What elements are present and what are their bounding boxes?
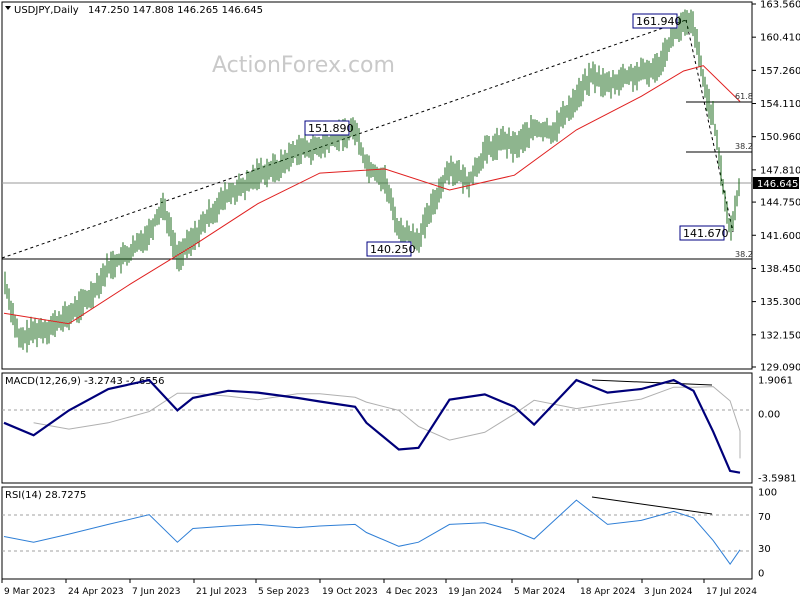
price-tick-label: 129.090	[760, 363, 800, 374]
macd-axis: 1.9061 0.00 -3.5981	[758, 376, 797, 485]
price-tick-label: 160.410	[760, 33, 800, 44]
macd-line	[3, 378, 741, 474]
rsi-tick-label: 0	[758, 569, 764, 580]
price-panel	[1, 1, 753, 370]
rsi-panel	[1, 486, 753, 580]
price-tick-label: 150.960	[760, 132, 800, 143]
price-tick-label: 157.260	[760, 66, 800, 77]
chart-header: USDJPY,Daily 147.250 147.808 146.265 146…	[5, 5, 263, 16]
rsi-tick-label: 30	[758, 544, 771, 555]
date-tick-label: 18 Apr 2024	[580, 587, 636, 597]
rsi-line	[3, 499, 741, 565]
rsi-tick-label: 70	[758, 512, 771, 523]
rsi-divergence-line	[591, 496, 713, 515]
price-tick-label: 144.750	[760, 198, 800, 209]
price-tick-label: 132.150	[760, 330, 800, 341]
price-tick-label: 138.450	[760, 264, 800, 275]
date-tick-label: 9 Mar 2023	[4, 587, 55, 597]
date-tick-label: 5 Sep 2023	[258, 587, 309, 597]
macd-tick-label: 0.00	[758, 409, 780, 420]
symbol-label: USDJPY,Daily	[14, 5, 79, 16]
price-axis: 163.560 160.410 157.260 154.110 150.960 147.8…	[752, 0, 800, 374]
watermark: ActionForex.com	[212, 53, 395, 78]
ohlc-label: 147.250 147.808 146.265 146.645	[88, 5, 263, 16]
date-tick-label: 4 Dec 2023	[386, 587, 438, 597]
fib-label-a: 61.8	[735, 92, 753, 101]
date-tick-label: 19 Jan 2024	[448, 587, 502, 597]
current-price-tag: 146.645	[753, 177, 799, 190]
moving-average-line	[3, 65, 741, 325]
macd-tick-label: -3.5981	[758, 474, 797, 485]
macd-label: MACD(12,26,9) -3.2743 -2.6556	[5, 376, 165, 387]
date-tick-label: 3 Jun 2024	[644, 587, 693, 597]
label-high2: 161.940	[632, 13, 682, 29]
date-tick-label: 24 Apr 2023	[68, 587, 124, 597]
date-tick-label: 5 Mar 2024	[514, 587, 566, 597]
label-low2: 141.670	[679, 225, 729, 241]
date-axis: 9 Mar 2023 24 Apr 2023 7 Jun 2023 21 Jul 20…	[1, 579, 757, 597]
price-tick-label: 135.300	[760, 297, 800, 308]
price-tick-label: 147.810	[760, 165, 800, 176]
date-tick-label: 7 Jun 2023	[132, 587, 180, 597]
price-tick-label: 141.600	[760, 231, 800, 242]
fib-label-c: 38.2	[735, 250, 753, 259]
rsi-axis: 100 70 30 0	[758, 488, 777, 580]
macd-tick-label: 1.9061	[758, 376, 793, 387]
rsi-label: RSI(14) 28.7275	[5, 490, 86, 501]
rsi-tick-label: 100	[758, 488, 777, 499]
price-tick-label: 163.560	[760, 0, 800, 11]
label-low1: 140.250	[366, 241, 416, 257]
svg-text:141.670: 141.670	[683, 227, 729, 240]
svg-text:151.890: 151.890	[308, 122, 354, 135]
trend-line-upper	[1, 19, 687, 259]
svg-text:146.645: 146.645	[757, 179, 798, 190]
macd-divergence-line	[591, 379, 713, 386]
price-series	[4, 9, 740, 353]
date-tick-label: 19 Oct 2023	[322, 587, 378, 597]
svg-text:161.940: 161.940	[636, 15, 682, 28]
label-high1: 151.890	[304, 120, 354, 136]
date-tick-label: 21 Jul 2023	[196, 587, 247, 597]
fib-label-b: 38.2	[735, 142, 753, 151]
svg-text:140.250: 140.250	[370, 243, 416, 256]
price-tick-label: 154.110	[760, 99, 800, 110]
date-tick-label: 17 Jul 2024	[706, 587, 757, 597]
